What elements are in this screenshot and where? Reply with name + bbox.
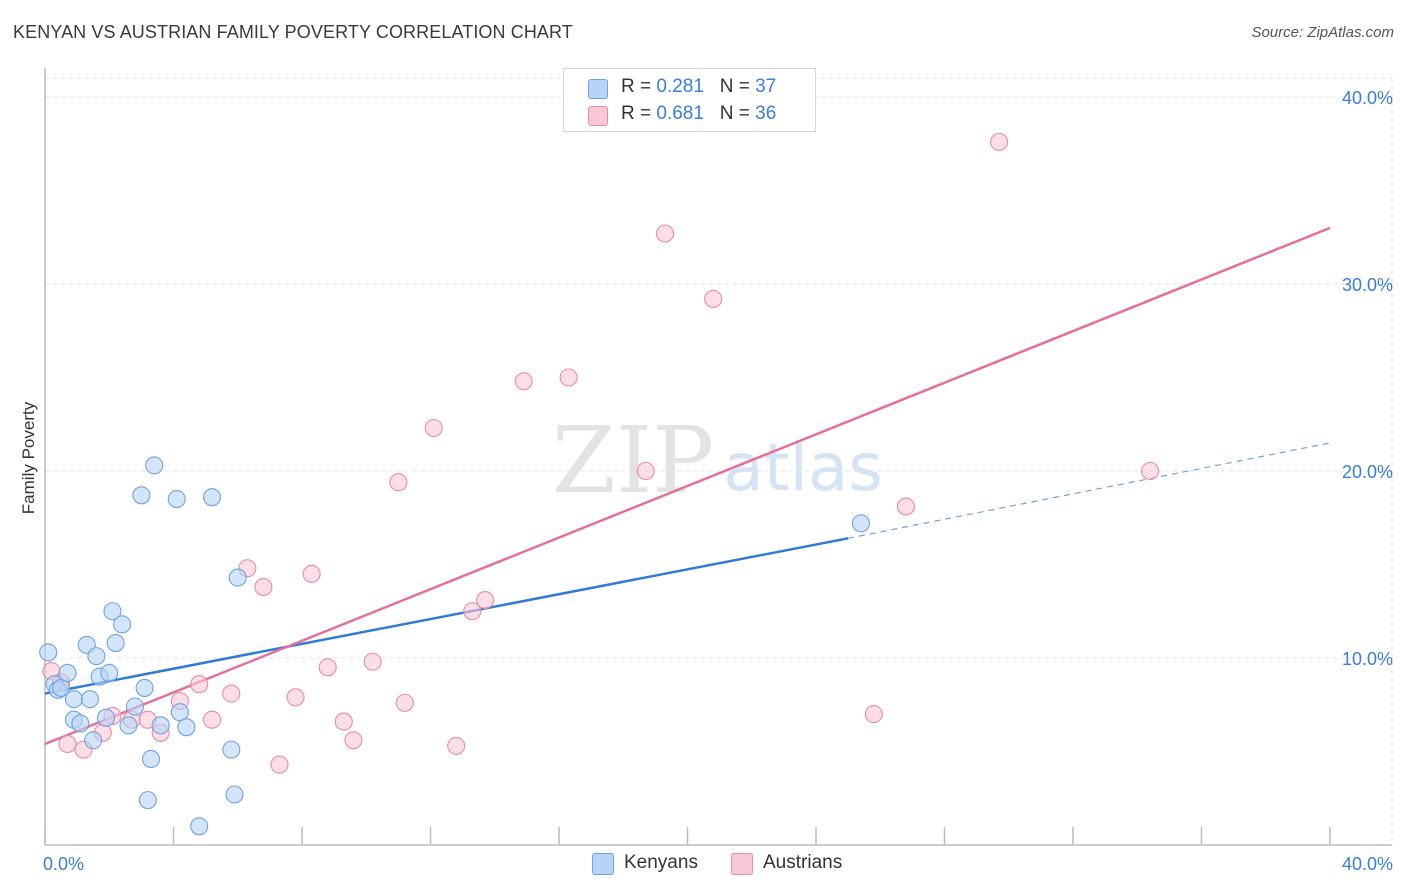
point-kenyans — [84, 731, 103, 750]
watermark-zip: ZIP — [552, 407, 714, 514]
trend-line-kenyans — [44, 537, 849, 695]
legend-swatch-austrians — [588, 106, 608, 126]
correlation-legend: R = 0.281 N = 37 R = 0.681 N = 36 — [563, 68, 816, 132]
y-axis-title: Family Poverty — [19, 401, 38, 514]
point-kenyans — [96, 708, 116, 727]
point-austrians — [318, 658, 337, 677]
point-kenyans — [138, 791, 157, 810]
point-kenyans — [71, 714, 90, 733]
point-austrians — [203, 710, 222, 729]
point-kenyans — [64, 690, 83, 709]
bottom-label-kenyans: Kenyans — [624, 852, 698, 873]
y-tick-label: 20.0% — [1342, 462, 1393, 482]
point-austrians — [363, 652, 382, 671]
point-kenyans — [39, 643, 58, 662]
point-kenyans — [151, 716, 170, 735]
series-kenyans — [39, 456, 871, 836]
point-kenyans — [103, 602, 122, 621]
legend-text-kenyans: R = 0.281 N = 37 — [621, 76, 777, 97]
x-tick-label: 40.0% — [1342, 854, 1393, 874]
point-austrians — [58, 734, 77, 754]
point-kenyans — [228, 568, 247, 587]
point-austrians — [302, 564, 321, 583]
point-kenyans — [100, 663, 119, 683]
point-austrians — [559, 368, 578, 387]
point-kenyans — [141, 749, 161, 769]
axes — [44, 68, 1392, 846]
point-kenyans — [851, 514, 871, 533]
trend-line-austrians — [44, 226, 1331, 746]
point-kenyans — [203, 488, 222, 507]
point-austrians — [222, 684, 241, 703]
chart-title: KENYAN VS AUSTRIAN FAMILY POVERTY CORREL… — [13, 22, 573, 42]
point-austrians — [254, 577, 273, 596]
y-tick-label: 30.0% — [1342, 275, 1393, 295]
point-austrians — [424, 418, 443, 438]
point-kenyans — [106, 633, 125, 653]
point-austrians — [190, 675, 209, 694]
point-austrians — [344, 731, 363, 750]
point-kenyans — [119, 716, 138, 735]
point-austrians — [286, 688, 305, 707]
point-austrians — [334, 712, 353, 731]
point-kenyans — [222, 740, 241, 759]
data-points — [39, 132, 1160, 836]
point-austrians — [896, 497, 916, 516]
watermark: ZIP atlas — [552, 407, 883, 514]
grid-lines — [45, 77, 1393, 845]
trend-line-kenyans-extension — [848, 442, 1331, 539]
point-austrians — [704, 289, 723, 309]
point-kenyans — [190, 817, 209, 836]
point-austrians — [864, 705, 883, 724]
point-austrians — [636, 461, 655, 481]
tick-labels: 10.0% 20.0% 30.0% 40.0% 0.0% 40.0% — [43, 88, 1393, 874]
legend-text-austrians: R = 0.681 N = 36 — [621, 103, 777, 124]
point-kenyans — [135, 678, 154, 697]
point-austrians — [447, 736, 466, 755]
point-kenyans — [125, 697, 144, 716]
watermark-atlas: atlas — [723, 429, 883, 506]
y-tick-label: 40.0% — [1342, 88, 1393, 108]
y-tick-label: 10.0% — [1342, 649, 1393, 669]
point-austrians — [514, 372, 533, 391]
point-kenyans — [145, 456, 164, 475]
bottom-swatch-austrians — [731, 853, 753, 875]
point-kenyans — [167, 489, 186, 509]
point-austrians — [1141, 461, 1160, 481]
point-kenyans — [52, 678, 71, 697]
point-kenyans — [58, 663, 77, 683]
trend-lines — [44, 226, 1331, 746]
bottom-label-austrians: Austrians — [763, 852, 843, 873]
point-kenyans — [87, 647, 106, 666]
point-kenyans — [225, 785, 244, 804]
point-kenyans — [170, 703, 189, 722]
bottom-swatch-kenyans — [592, 853, 614, 875]
x-tick-label: 0.0% — [43, 854, 84, 874]
point-kenyans — [80, 690, 100, 709]
point-austrians — [655, 224, 675, 243]
point-kenyans — [113, 615, 132, 634]
legend-swatch-kenyans — [588, 79, 608, 99]
point-austrians — [990, 132, 1009, 151]
point-austrians — [395, 693, 414, 712]
point-kenyans — [132, 486, 151, 505]
source-label: Source: ZipAtlas.com — [1251, 24, 1394, 41]
point-kenyans — [177, 718, 196, 737]
point-austrians — [270, 755, 289, 774]
point-austrians — [476, 590, 495, 610]
point-austrians — [389, 473, 408, 492]
point-austrians — [463, 602, 482, 621]
